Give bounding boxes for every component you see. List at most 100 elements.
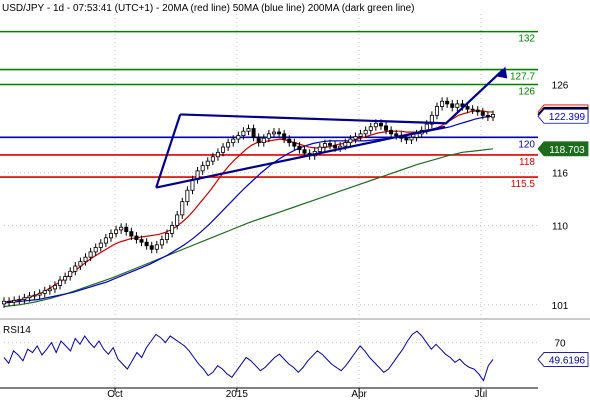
candle-body-71 — [363, 129, 368, 135]
candle-body-47 — [241, 130, 246, 136]
candle-body-21 — [108, 233, 113, 239]
candle-body-92 — [470, 108, 475, 111]
level-label-2: 126 — [518, 86, 535, 97]
candle-body-23 — [119, 226, 124, 231]
candle-body-73 — [373, 122, 378, 128]
candle-body-31 — [159, 239, 164, 246]
candle-body-80 — [409, 136, 414, 141]
candle-body-39 — [200, 165, 205, 172]
candle-body-89 — [455, 103, 460, 108]
candle-body-34 — [175, 214, 180, 226]
candle-body-57 — [292, 142, 297, 147]
candle-body-79 — [404, 137, 409, 141]
candle-body-85 — [434, 106, 439, 116]
price-axis: 101 110 116 126 — [552, 80, 569, 311]
x-tick-label-0: Oct — [107, 389, 123, 400]
level-label-0: 132 — [518, 34, 535, 45]
trendline-arrowhead — [497, 66, 508, 79]
candle-body-41 — [210, 156, 215, 162]
candle-body-7 — [37, 292, 42, 296]
candle-body-35 — [180, 201, 185, 216]
candle-body-16 — [83, 256, 88, 263]
candle-body-88 — [450, 103, 455, 108]
candle-body-43 — [221, 146, 226, 153]
candle-body-33 — [170, 225, 175, 234]
y-tick-label-0: 101 — [552, 301, 569, 312]
candle-body-77 — [394, 133, 399, 136]
candle-body-87 — [445, 100, 450, 105]
candle-body-27 — [139, 239, 144, 243]
candle-body-40 — [205, 160, 210, 166]
candle-body-91 — [465, 106, 470, 110]
candle-body-94 — [480, 111, 485, 116]
price-badge-label-3: 118.703 — [549, 145, 585, 156]
candle-body-56 — [287, 138, 292, 144]
candle-body-55 — [282, 133, 287, 140]
candle-body-63 — [322, 143, 327, 148]
candle-body-96 — [490, 114, 495, 118]
candle-body-3 — [17, 299, 22, 301]
candle-body-53 — [271, 131, 276, 135]
candle-body-93 — [475, 109, 480, 113]
candle-body-86 — [440, 100, 445, 107]
candle-body-22 — [114, 229, 119, 234]
candle-body-58 — [297, 145, 302, 151]
price-badge-3 — [537, 141, 589, 157]
candle-body-44 — [226, 142, 231, 148]
candle-body-5 — [27, 295, 32, 299]
candle-body-13 — [68, 270, 73, 277]
y-tick-label-3: 126 — [552, 80, 569, 91]
candle-body-1 — [7, 300, 12, 303]
candle-body-50 — [256, 136, 261, 144]
candle-body-12 — [63, 276, 68, 281]
candle-body-10 — [52, 284, 57, 290]
candle-body-4 — [22, 297, 27, 300]
trendline-0 — [155, 125, 446, 189]
price-badge-label-2: 122.399 — [549, 112, 586, 123]
x-tick-label-3: Jul — [474, 389, 487, 400]
candle-body-15 — [78, 261, 83, 267]
candle-body-46 — [236, 135, 241, 140]
candle-body-2 — [12, 299, 17, 303]
candle-body-49 — [251, 128, 256, 138]
ma200-line — [3, 148, 494, 308]
candle-body-25 — [129, 231, 134, 237]
y-tick-label-2: 116 — [552, 169, 568, 180]
price-badge-2 — [537, 108, 589, 124]
candle-body-14 — [73, 265, 78, 272]
candle-body-17 — [88, 251, 93, 258]
candle-body-54 — [277, 131, 282, 135]
trendline-1 — [155, 114, 182, 188]
rsi-latest-badge — [537, 352, 589, 367]
trendline-3 — [444, 68, 505, 125]
candle-body-42 — [215, 151, 220, 158]
candle-body-72 — [368, 126, 373, 131]
level-label-3: 120 — [518, 139, 535, 150]
candle-body-52 — [266, 133, 271, 139]
candle-body-70 — [358, 133, 363, 137]
candle-body-20 — [103, 237, 108, 244]
level-label-1: 127.7 — [510, 72, 535, 83]
candle-body-36 — [185, 189, 190, 203]
candle-body-65 — [333, 144, 338, 149]
candle-body-69 — [353, 136, 358, 140]
candle-body-32 — [164, 233, 169, 240]
candle-body-48 — [246, 128, 251, 132]
candle-body-51 — [261, 137, 266, 144]
candle-body-0 — [2, 300, 7, 305]
candle-body-76 — [389, 129, 394, 135]
rsi-y-tick-label-0: 70 — [554, 339, 566, 350]
candle-body-19 — [98, 242, 103, 248]
candle-body-62 — [317, 146, 322, 152]
candle-body-8 — [42, 290, 47, 294]
level-label-5: 115.5 — [511, 179, 536, 190]
x-tick-label-2: Apr — [351, 389, 367, 400]
candle-body-6 — [32, 294, 37, 297]
candle-body-26 — [134, 235, 139, 240]
candle-body-68 — [348, 138, 353, 144]
y-tick-label-1: 110 — [552, 221, 568, 232]
rsi-panel: 70 49.6196 RSI14 — [0, 318, 590, 382]
candle-body-9 — [47, 288, 52, 292]
